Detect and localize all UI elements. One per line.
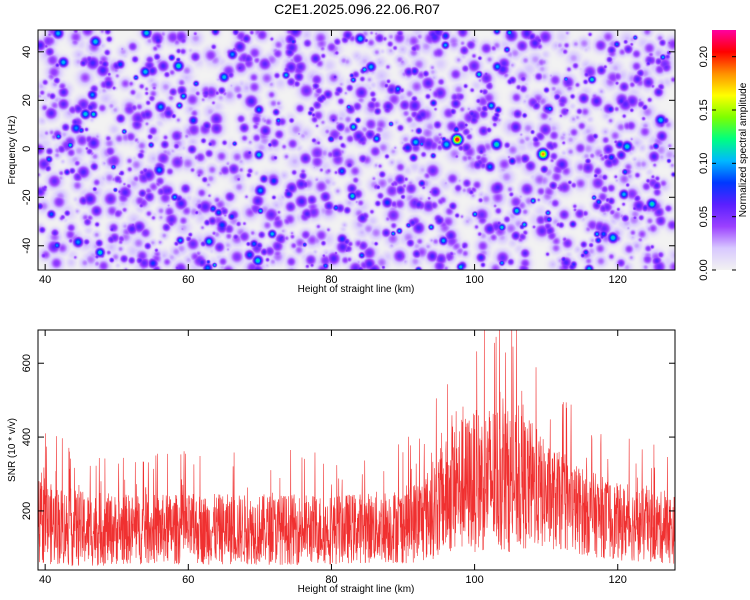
spectrogram-x-ticks: 40 60 80 100 120 [39,30,627,286]
chart-title: C2E1.2025.096.22.06.R07 [274,1,440,17]
spectrogram-y-axis-label: Frequency (Hz) [7,116,18,185]
colorbar-tick-label: 0.20 [698,46,710,67]
y-tick-label: 600 [21,354,33,372]
spectrogram-frame [37,29,676,271]
y-tick-label: -40 [21,238,33,254]
colorbar-tick-label: 0.00 [698,259,710,280]
x-tick-label: 80 [325,274,337,286]
x-tick-label: 60 [182,274,194,286]
x-tick-label: 120 [609,574,627,586]
spectrogram-y-ticks: 40 20 0 -20 -40 [21,46,675,254]
y-tick-label: 400 [21,428,33,446]
colorbar-tick-label: 0.05 [698,206,710,227]
y-tick-label: 200 [21,502,33,520]
colorbar: 0.00 0.05 0.10 0.15 0.20 Normalized spectral… [698,30,749,281]
snr-series-line [38,330,675,567]
spectrogram-panel: 40 60 80 100 120 40 20 0 -20 -40 Height of strai… [7,29,676,295]
colorbar-tick-label: 0.10 [698,153,710,174]
y-tick-label: -20 [21,189,33,205]
snr-y-ticks: 600 400 200 [21,354,675,520]
spectrogram-image [38,30,675,270]
y-tick-label: 20 [21,94,33,106]
snr-x-ticks: 40 60 80 100 120 [39,330,627,586]
colorbar-tick-label: 0.15 [698,99,710,120]
colorbar-ticks: 0.00 0.05 0.10 0.15 0.20 [698,46,736,281]
snr-frame [37,329,676,571]
y-tick-label: 40 [21,46,33,58]
x-tick-label: 40 [39,274,51,286]
snr-y-axis-label: SNR (10 * v/v) [7,418,18,482]
snr-panel: 40 60 80 100 120 600 400 200 Height of straigh… [7,329,676,595]
colorbar-gradient [712,30,736,270]
x-tick-label: 60 [182,574,194,586]
x-tick-label: 100 [465,574,483,586]
y-tick-label: 0 [21,146,33,152]
colorbar-label: Normalized spectral amplitude [738,82,749,217]
spectrogram-x-axis-label: Height of straight line (km) [298,284,415,295]
snr-x-axis-label: Height of straight line (km) [298,584,415,595]
x-tick-label: 100 [465,274,483,286]
x-tick-label: 40 [39,574,51,586]
x-tick-label: 120 [609,274,627,286]
x-tick-label: 80 [325,574,337,586]
